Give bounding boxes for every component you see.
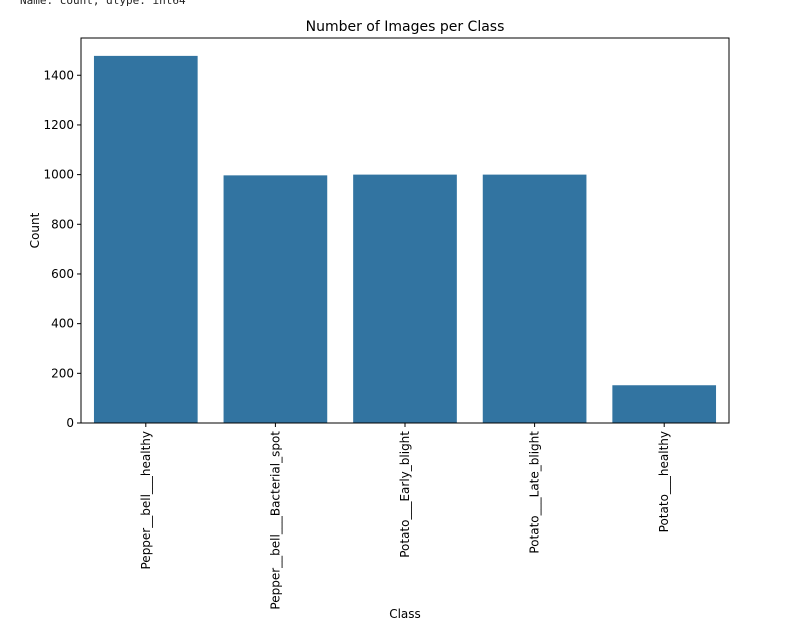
y-tick-label: 1200 [43,118,74,132]
console-output-line: Name: count, dtype: int64 [20,0,186,7]
y-tick-label: 400 [51,317,74,331]
x-tick-label: Potato___Late_blight [528,431,542,554]
bars-group [93,55,717,423]
y-axis-label: Count [28,212,42,248]
x-axis: Pepper__bell___healthy Pepper__bell___Bac… [139,423,671,610]
y-axis: 0 200 400 600 800 1000 1200 1400 [43,68,81,430]
bar-potato-early-blight [353,174,457,423]
x-axis-label: Class [389,607,421,621]
x-tick-label: Pepper__bell___healthy [139,431,153,570]
x-tick-label: Potato___healthy [657,431,671,532]
chart-title: Number of Images per Class [306,19,505,35]
y-tick-label: 800 [51,217,74,231]
bar-pepper-bell-healthy [93,55,198,423]
y-tick-label: 1000 [43,168,74,182]
bar-potato-healthy [612,385,717,423]
y-tick-label: 600 [51,267,74,281]
bar-pepper-bell-bacterial-spot [223,175,328,423]
y-tick-label: 0 [66,416,74,430]
x-tick-label: Pepper__bell___Bacterial_spot [268,431,282,610]
bar-potato-late-blight [482,174,587,423]
x-tick-label: Potato___Early_blight [398,431,412,558]
plot-frame [80,37,730,424]
y-tick-label: 1400 [43,68,74,82]
y-tick-label: 200 [51,366,74,380]
